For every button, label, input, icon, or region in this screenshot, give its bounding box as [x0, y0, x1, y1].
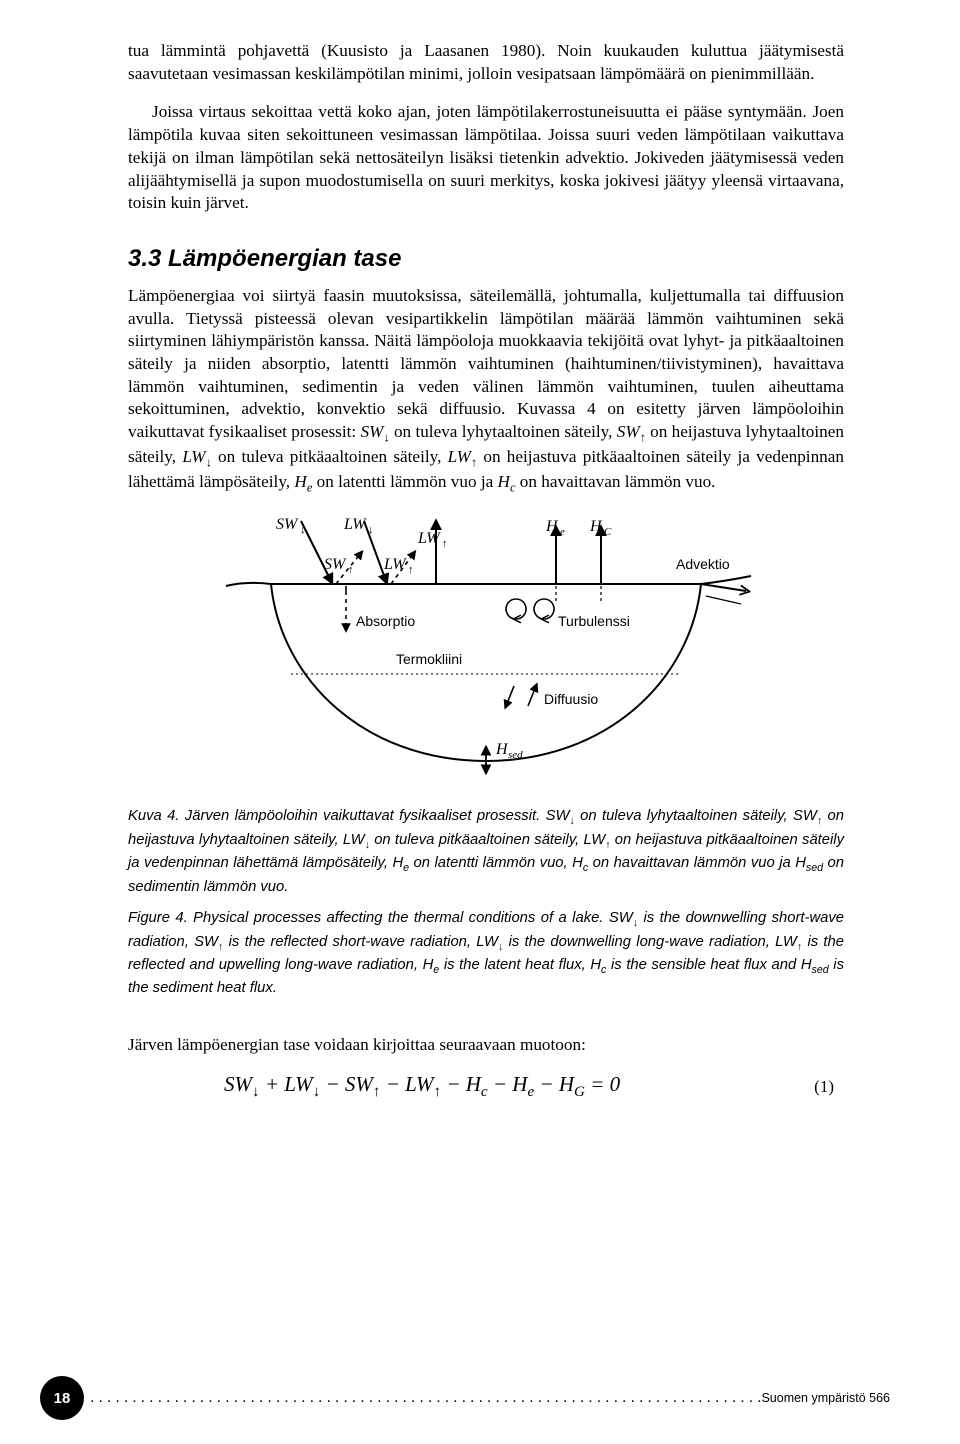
label-termokliini: Termokliini — [396, 651, 462, 667]
label-absorptio: Absorptio — [356, 613, 415, 629]
equation-number: (1) — [814, 1077, 834, 1097]
section-number: 3.3 — [128, 245, 161, 272]
label-lw-down: LW — [343, 516, 367, 533]
svg-text:e: e — [560, 526, 565, 538]
footer-dot-leader: ........................................… — [84, 1389, 761, 1407]
figure-caption-en: Figure 4. Physical processes affecting t… — [128, 908, 844, 1000]
svg-text:↓: ↓ — [368, 524, 374, 536]
equation-1: SW↓ + LW↓ − SW↑ − LW↑ − Hc − He − HG = 0… — [128, 1072, 844, 1101]
equation-intro: Järven lämpöenergian tase voidaan kirjoi… — [128, 1034, 844, 1057]
figure-4: SW ↓ LW ↓ LW ↑ SW ↑ LW ↑ H e H C Advekti… — [128, 511, 844, 796]
footer-publication: Suomen ympäristö 566 — [761, 1391, 890, 1405]
label-diffuusio: Diffuusio — [544, 691, 598, 707]
label-h-e: H — [545, 518, 559, 535]
page-footer: 18 .....................................… — [0, 1376, 960, 1420]
section-paragraph: Lämpöenergiaa voi siirtyä faasin muutoks… — [128, 285, 844, 496]
svg-text:↓: ↓ — [300, 524, 306, 536]
page-number-badge: 18 — [40, 1376, 84, 1420]
label-advektio: Advektio — [676, 556, 730, 572]
svg-text:↑: ↑ — [408, 564, 414, 576]
svg-text:sed: sed — [508, 749, 523, 761]
label-h-c: H — [589, 518, 603, 535]
svg-text:C: C — [604, 526, 612, 538]
equation-body: SW↓ + LW↓ − SW↑ − LW↑ − Hc − He − HG = 0 — [224, 1072, 620, 1101]
label-turbulenssi: Turbulenssi — [558, 613, 630, 629]
label-sw-down: SW — [276, 516, 299, 533]
lake-diagram-svg: SW ↓ LW ↓ LW ↑ SW ↑ LW ↑ H e H C Advekti… — [206, 511, 766, 791]
svg-text:↑: ↑ — [442, 538, 448, 550]
label-lw-up: LW — [383, 556, 407, 573]
page: tua lämmintä pohjavettä (Kuusisto ja Laa… — [0, 0, 960, 1444]
intro-paragraph-1: tua lämmintä pohjavettä (Kuusisto ja Laa… — [128, 40, 844, 85]
label-h-sed: H — [495, 741, 509, 758]
label-sw-up: SW — [324, 556, 347, 573]
section-title-text: Lämpöenergian tase — [168, 245, 401, 272]
figure-caption-fi: Kuva 4. Järven lämpöoloihin vaikuttavat … — [128, 806, 844, 898]
label-lw-up-top: LW — [417, 530, 441, 547]
section-heading: 3.3 Lämpöenergian tase — [128, 245, 844, 273]
intro-paragraph-2: Joissa virtaus sekoittaa vettä koko ajan… — [128, 101, 844, 215]
svg-text:↑: ↑ — [348, 564, 354, 576]
